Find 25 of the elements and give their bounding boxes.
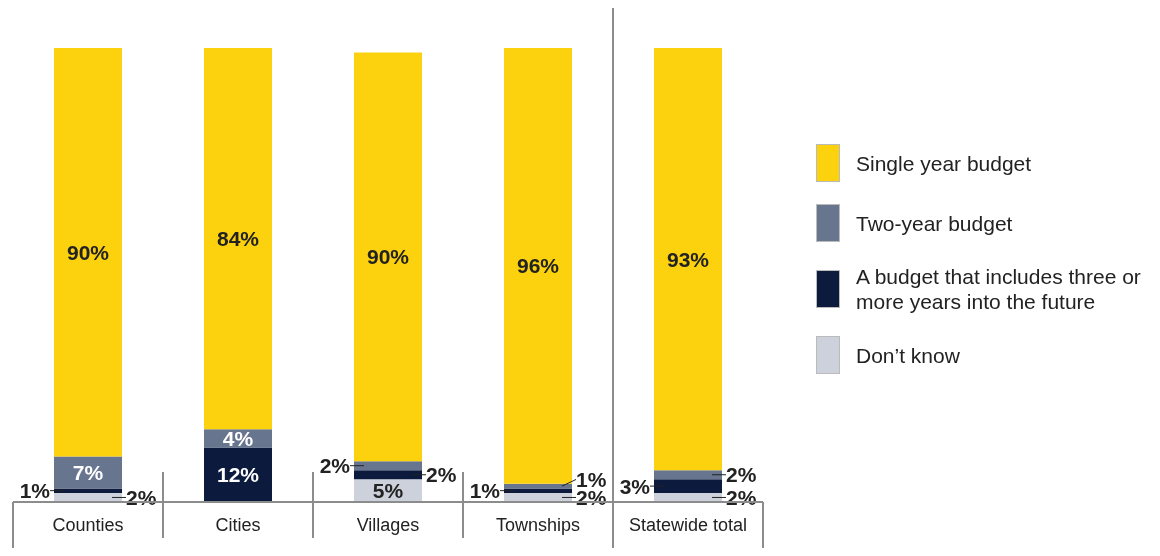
data-label: 2% [426, 463, 457, 487]
data-label: 93% [666, 247, 710, 271]
legend-label: Two-year budget [856, 210, 1014, 236]
data-label: 90% [366, 245, 410, 269]
legend-label: Single year budget [856, 150, 1033, 176]
data-label: 1% [469, 479, 501, 503]
data-label: 12% [216, 463, 260, 487]
x-tick-label: Cities [215, 514, 261, 535]
x-tick-label: Townships [495, 514, 581, 535]
data-label: 84% [216, 227, 260, 251]
data-label: 5% [372, 479, 404, 503]
data-label: 90% [66, 240, 110, 264]
x-tick-label: Statewide total [628, 514, 748, 535]
data-label: 7% [72, 460, 104, 484]
data-label: 4% [222, 426, 254, 450]
x-tick-label: Counties [52, 514, 124, 535]
x-tick-label: Villages [356, 514, 420, 535]
legend-label: A budget that includes three or more years into the future [856, 264, 1142, 314]
data-label: 2% [726, 463, 757, 487]
data-label: 3% [619, 474, 651, 498]
data-label: 1% [576, 467, 607, 491]
data-label: 2% [319, 454, 351, 478]
data-label: 1% [19, 479, 51, 503]
data-label: 96% [516, 254, 560, 278]
legend-label: Don’t know [856, 342, 961, 368]
